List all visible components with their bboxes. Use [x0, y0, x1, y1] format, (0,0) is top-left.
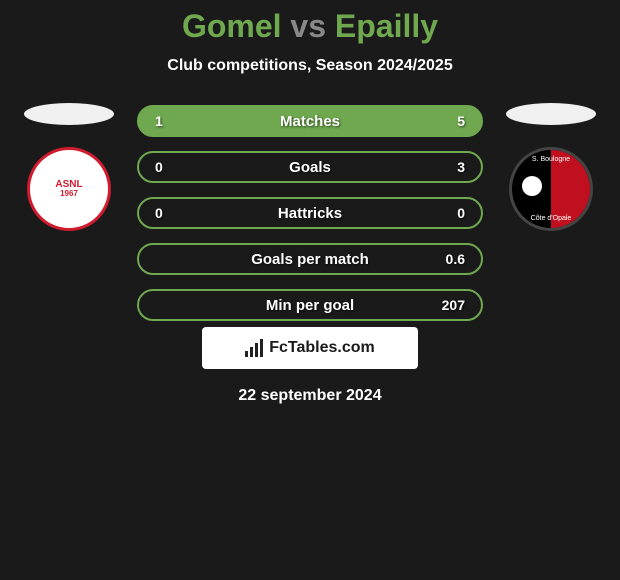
brand-text: FcTables.com [269, 339, 375, 357]
right-badge-ball-icon [522, 176, 542, 196]
stat-right-value: 0.6 [446, 251, 465, 267]
left-club-badge: ASNL 1967 [27, 147, 111, 231]
player1-name: Gomel [182, 8, 282, 44]
stat-row: Goals per match 0.6 [137, 243, 483, 275]
stat-label: Min per goal [266, 297, 354, 314]
infographic-container: Gomel vs Epailly Club competitions, Seas… [0, 0, 620, 580]
left-badge-year: 1967 [55, 190, 82, 199]
stat-label: Matches [280, 113, 340, 130]
stat-right-value: 0 [457, 205, 465, 221]
stat-row: Min per goal 207 [137, 289, 483, 321]
match-title: Gomel vs Epailly [182, 8, 438, 45]
stat-label: Hattricks [278, 205, 342, 222]
main-row: ASNL 1967 1 Matches 5 0 Goals 3 0 Hattricks 0 Goa… [0, 103, 620, 321]
player2-name: Epailly [335, 8, 438, 44]
left-badge-text: ASNL 1967 [55, 179, 82, 199]
stats-column: 1 Matches 5 0 Goals 3 0 Hattricks 0 Goals per mat… [137, 103, 483, 321]
left-side: ASNL 1967 [19, 103, 119, 231]
stat-row: 0 Goals 3 [137, 151, 483, 183]
right-badge-text: S. Boulogne [512, 156, 590, 163]
brand-box: FcTables.com [202, 327, 418, 369]
vs-text: vs [290, 8, 326, 44]
right-badge-subtext: Côte d'Opale [512, 215, 590, 222]
date-text: 22 september 2024 [238, 387, 381, 405]
stat-right-value: 207 [442, 297, 465, 313]
right-ellipse [506, 103, 596, 125]
brand-chart-icon [245, 339, 263, 357]
stat-right-value: 3 [457, 159, 465, 175]
right-club-badge: S. Boulogne Côte d'Opale [509, 147, 593, 231]
stat-left-value: 0 [155, 205, 163, 221]
right-side: S. Boulogne Côte d'Opale [501, 103, 601, 231]
stat-left-value: 0 [155, 159, 163, 175]
stat-row: 1 Matches 5 [137, 105, 483, 137]
stat-row: 0 Hattricks 0 [137, 197, 483, 229]
stat-right-value: 5 [457, 113, 465, 129]
left-ellipse [24, 103, 114, 125]
stat-label: Goals per match [251, 251, 369, 268]
stat-label: Goals [289, 159, 331, 176]
competition-subtitle: Club competitions, Season 2024/2025 [167, 57, 452, 75]
stat-left-value: 1 [155, 113, 163, 129]
